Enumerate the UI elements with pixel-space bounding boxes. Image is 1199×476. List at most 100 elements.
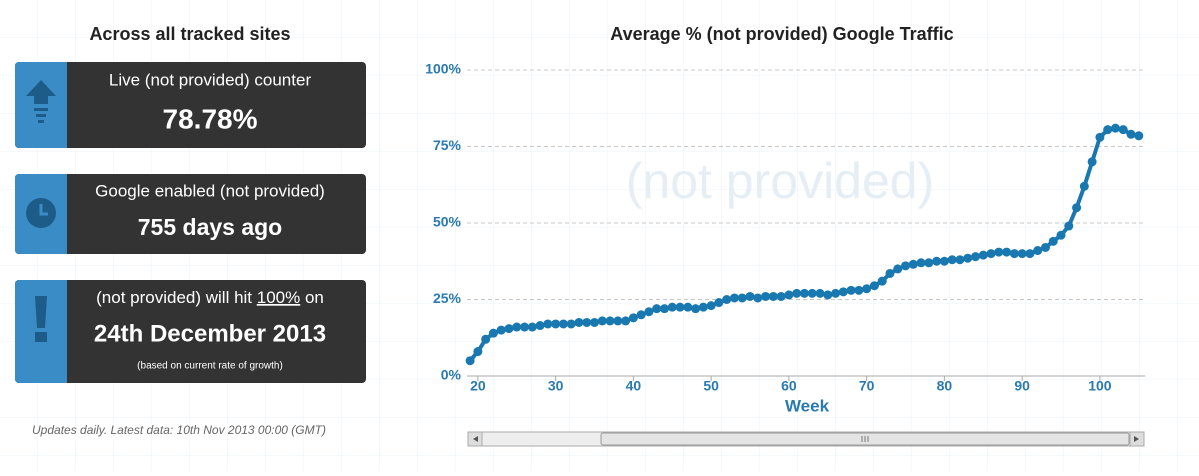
x-tick-label: 50 (703, 378, 719, 394)
data-point (994, 247, 1004, 257)
data-point (504, 324, 514, 334)
data-point (1064, 221, 1074, 231)
data-point (784, 290, 794, 300)
card-value: 78.78% (163, 103, 258, 134)
data-point (893, 264, 903, 274)
data-point (862, 284, 872, 294)
data-point (1118, 125, 1128, 135)
data-point (465, 356, 475, 366)
y-tick-label: 50% (433, 214, 462, 230)
data-point (535, 321, 545, 331)
x-tick-label: 30 (548, 378, 564, 394)
scrollbar[interactable] (467, 431, 1145, 447)
data-point (597, 316, 607, 326)
data-point (698, 302, 708, 312)
data-point (558, 319, 568, 329)
chart: Average % (not provided) Google Traffic … (425, 24, 1145, 415)
data-point (683, 302, 693, 312)
data-point (753, 293, 763, 303)
data-point (582, 317, 592, 327)
card-label: Live (not provided) counter (109, 70, 312, 89)
data-point (1134, 131, 1144, 141)
card: (not provided) will hit 100% on 24th Dec… (15, 280, 366, 383)
exclamation-icon (35, 296, 47, 328)
data-point (714, 298, 724, 308)
card-label: Google enabled (not provided) (95, 181, 325, 200)
data-point (636, 310, 646, 320)
data-point (978, 250, 988, 260)
data-point (901, 261, 911, 271)
data-point (1025, 249, 1035, 259)
data-point (776, 291, 786, 301)
card-value: 24th December 2013 (94, 320, 326, 347)
label-part: (not provided) will hit (96, 288, 257, 307)
data-point (815, 288, 825, 298)
data-point (745, 291, 755, 301)
data-point (823, 290, 833, 300)
data-point (621, 316, 631, 326)
data-point (512, 322, 522, 332)
data-point (691, 304, 701, 314)
data-point (488, 328, 498, 338)
data-point (846, 285, 856, 295)
data-point (566, 319, 576, 329)
x-tick-label: 70 (859, 378, 875, 394)
label-part: on (300, 288, 324, 307)
data-point (628, 313, 638, 323)
data-point (916, 258, 926, 268)
card-value: 755 days ago (138, 214, 282, 240)
data-point (963, 253, 973, 263)
data-point (807, 288, 817, 298)
data-point (971, 252, 980, 262)
data-point (1126, 129, 1136, 139)
watermark: (not provided) (626, 153, 935, 209)
data-point (885, 268, 895, 278)
data-point (675, 302, 685, 312)
data-point (924, 258, 934, 268)
x-tick-label: 80 (937, 378, 953, 394)
label-part: 100% (257, 288, 300, 307)
data-point (908, 259, 918, 269)
data-point (473, 347, 483, 357)
data-point (667, 302, 677, 312)
data-point (722, 295, 732, 304)
data-point (729, 293, 739, 303)
data-point (613, 316, 623, 326)
data-point (1079, 181, 1089, 191)
data-point (574, 317, 584, 327)
data-point (768, 291, 778, 301)
data-point (1095, 132, 1105, 142)
x-tick-label: 90 (1014, 378, 1030, 394)
data-point (1002, 247, 1012, 257)
data-point (854, 285, 864, 295)
x-tick-label: 60 (781, 378, 797, 394)
x-tick-label: 20 (470, 378, 486, 394)
footer-note: Updates daily. Latest data: 10th Nov 201… (32, 423, 326, 437)
data-point (543, 319, 553, 329)
data-point (737, 293, 747, 303)
data-point (644, 307, 654, 317)
x-tick-label: 40 (626, 378, 642, 394)
arrow-icon (26, 80, 56, 123)
data-point (939, 256, 949, 266)
card-label: (not provided) will hit 100% on (96, 288, 324, 307)
y-tick-label: 25% (433, 290, 462, 306)
data-point (1033, 246, 1043, 256)
data-point (1040, 242, 1050, 252)
data-point (1017, 249, 1027, 259)
data-point (869, 281, 879, 291)
data-point (955, 255, 965, 265)
data-point (838, 287, 848, 297)
data-point (659, 304, 669, 314)
data-point (792, 288, 802, 298)
data-point (527, 322, 537, 332)
data-point (706, 301, 716, 311)
y-tick-label: 0% (441, 367, 462, 383)
panel-title: Across all tracked sites (89, 24, 290, 44)
x-axis-label: Week (785, 396, 830, 415)
y-tick-label: 100% (425, 61, 461, 77)
data-point (605, 316, 615, 326)
data-point (551, 319, 561, 329)
y-tick-label: 75% (433, 137, 462, 153)
